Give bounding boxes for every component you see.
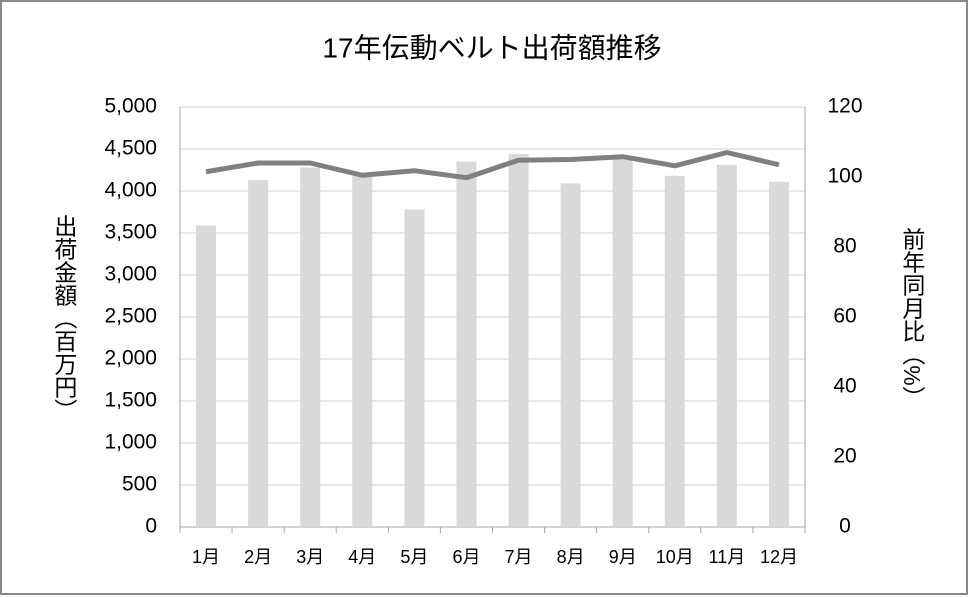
x-tick-label: 4月 bbox=[348, 547, 376, 567]
bar bbox=[456, 161, 477, 527]
x-tick-label: 8月 bbox=[557, 547, 585, 567]
chart-title: 17年伝動ベルト出荷額推移 bbox=[322, 32, 661, 63]
y2-axis-title: 前年同月比（%） bbox=[899, 227, 926, 408]
y-tick-label: 5,000 bbox=[104, 95, 157, 118]
bar bbox=[664, 175, 685, 527]
x-tick-label: 9月 bbox=[609, 547, 637, 567]
y-tick-label: 1,500 bbox=[104, 389, 157, 412]
y-tick-label: 4,500 bbox=[104, 137, 157, 160]
y2-tick-label: 100 bbox=[827, 165, 862, 188]
y2-tick-label: 40 bbox=[833, 375, 856, 398]
x-tick-label: 1月 bbox=[192, 547, 220, 567]
bar bbox=[560, 183, 581, 527]
bar bbox=[248, 180, 269, 527]
y-tick-label: 0 bbox=[145, 515, 157, 538]
bar bbox=[768, 181, 789, 527]
y-tick-label: 3,500 bbox=[104, 221, 157, 244]
x-tick-label: 11月 bbox=[709, 547, 746, 567]
bar bbox=[300, 167, 321, 528]
x-tick-label: 5月 bbox=[400, 547, 428, 567]
y-tick-label: 500 bbox=[122, 473, 157, 496]
x-tick-label: 7月 bbox=[505, 547, 533, 567]
y-tick-label: 2,500 bbox=[104, 305, 157, 328]
y2-tick-label: 80 bbox=[833, 235, 856, 258]
y2-tick-label: 20 bbox=[833, 445, 856, 468]
bar bbox=[612, 159, 633, 527]
y-tick-label: 3,000 bbox=[104, 263, 157, 286]
x-tick-label: 10月 bbox=[656, 547, 694, 567]
y2-tick-label: 60 bbox=[833, 305, 856, 328]
bar bbox=[196, 225, 217, 527]
line bbox=[205, 150, 780, 181]
bar bbox=[352, 174, 373, 527]
bar bbox=[508, 154, 529, 528]
y-axis-title: 出荷金額（百万円） bbox=[51, 215, 78, 422]
bar bbox=[404, 209, 425, 528]
x-tick-label: 3月 bbox=[296, 547, 324, 567]
y-tick-label: 1,000 bbox=[104, 431, 157, 454]
x-tick-label: 6月 bbox=[452, 547, 480, 567]
x-tick-label: 2月 bbox=[244, 547, 272, 567]
y2-tick-label: 120 bbox=[827, 95, 862, 118]
bar bbox=[716, 164, 737, 527]
y-tick-label: 2,000 bbox=[104, 347, 157, 370]
y-tick-label: 4,000 bbox=[104, 179, 157, 202]
y2-tick-label: 0 bbox=[839, 515, 851, 538]
x-tick-label: 12月 bbox=[760, 547, 798, 567]
